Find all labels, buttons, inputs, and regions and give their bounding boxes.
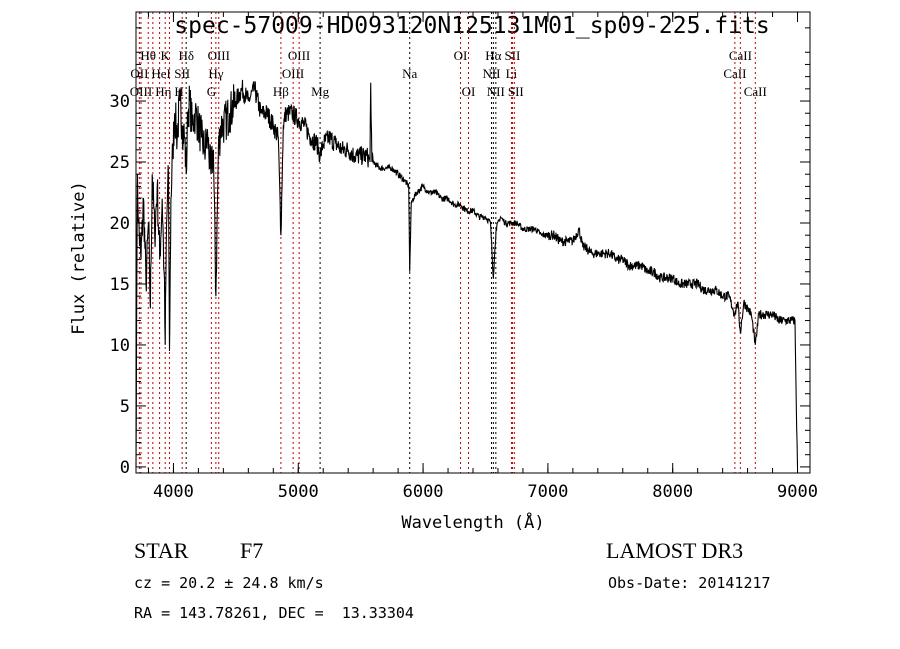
- line-marker-label: OIII: [282, 66, 304, 81]
- line-marker-label: OII: [130, 66, 148, 81]
- x-tick-label: 6000: [403, 482, 444, 502]
- line-marker-label: Li: [506, 66, 518, 81]
- x-tick-label: 8000: [652, 482, 693, 502]
- line-marker-label: OIII: [208, 48, 230, 63]
- y-tick-label: 25: [110, 153, 130, 173]
- line-marker-label: SII: [508, 84, 524, 99]
- line-marker-label: SII: [174, 66, 190, 81]
- y-tick-label: 20: [110, 214, 130, 234]
- spectrum-series: [135, 79, 799, 467]
- redshift-cz: cz = 20.2 ± 24.8 km/s: [134, 574, 324, 592]
- y-axis-label: Flux (relative): [69, 181, 89, 335]
- object-subclass: F7: [240, 538, 264, 563]
- coordinates: RA = 143.78261, DEC = 13.33304: [134, 604, 414, 622]
- survey-name: LAMOST DR3: [606, 538, 744, 563]
- line-marker-label: Hβ: [273, 84, 289, 99]
- y-tick-label: 5: [120, 397, 130, 417]
- observation-date: Obs-Date: 20141217: [608, 574, 771, 592]
- y-tick-label: 0: [120, 458, 130, 478]
- x-tick-label: 5000: [278, 482, 319, 502]
- chart-title: spec-57009-HD093120N125131M01_sp09-225.f…: [174, 13, 769, 39]
- object-class: STAR: [134, 538, 189, 563]
- axes: 4000 5000 6000 7000 8000 9000 0 5 10 15 20 25 30: [110, 12, 818, 502]
- y-tick-label: 30: [110, 92, 130, 112]
- line-marker-label: OIII: [288, 48, 310, 63]
- spectrum-line: [135, 79, 799, 467]
- line-marker-label: K: [161, 48, 171, 63]
- line-marker-label: OIII: [130, 84, 152, 99]
- line-marker-label: Hθ: [140, 48, 156, 63]
- line-marker-label: Hη: [155, 84, 171, 99]
- line-marker-label: CaII: [744, 84, 767, 99]
- x-axis-label: Wavelength (Å): [401, 511, 544, 533]
- line-marker-label: NII: [487, 84, 505, 99]
- y-tick-label: 15: [110, 275, 130, 295]
- line-marker-label: Hα: [485, 48, 501, 63]
- line-marker-label: Na: [402, 66, 417, 81]
- x-tick-label: 9000: [777, 482, 818, 502]
- line-marker-label: Mg: [311, 84, 330, 99]
- x-tick-label: 7000: [527, 482, 568, 502]
- line-marker-label: OI: [462, 84, 476, 99]
- line-marker-label: CaII: [729, 48, 752, 63]
- line-marker-label: SII: [504, 48, 520, 63]
- line-marker-label: Hδ: [178, 48, 194, 63]
- line-marker-label: OI: [454, 48, 468, 63]
- line-marker-label: Hγ: [208, 66, 223, 81]
- y-tick-label: 10: [110, 336, 130, 356]
- x-tick-label: 4000: [153, 482, 194, 502]
- line-marker-label: HeI: [151, 66, 171, 81]
- line-marker-label: CaII: [723, 66, 746, 81]
- plot-frame: [135, 11, 811, 474]
- line-marker-label: NII: [482, 66, 500, 81]
- line-marker-label: G: [207, 84, 216, 99]
